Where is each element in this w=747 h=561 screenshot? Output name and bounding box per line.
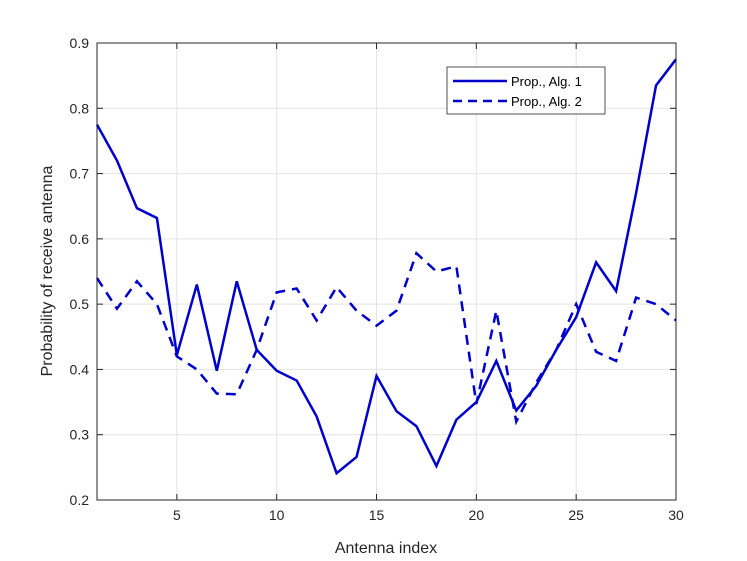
y-tick-label: 0.9 [70,35,90,51]
x-tick-label: 30 [668,507,684,523]
x-axis-label: Antenna index [335,540,437,557]
y-tick-label: 0.4 [70,361,90,377]
x-tick-label: 20 [469,507,485,523]
series-lines [95,58,677,476]
series-line-alg2 [95,251,677,426]
y-tick-label: 0.5 [70,296,90,312]
x-tick-label: 5 [173,507,181,523]
legend-label-alg2: Prop., Alg. 2 [511,94,582,109]
y-axis-label: Probability of receive antenna [39,166,56,377]
y-tick-label: 0.6 [70,231,90,247]
legend: Prop., Alg. 1 Prop., Alg. 2 [446,66,606,115]
plot-frame [96,42,677,501]
x-tick-label: 10 [269,507,285,523]
y-tick-label: 0.8 [70,100,90,116]
x-tick-label: 15 [369,507,385,523]
y-tick-label: 0.7 [70,166,90,182]
series-line-alg1 [95,58,677,476]
ticks: 5 10 15 20 25 30 0.2 0.3 0.4 0.5 0.6 0.7 0.8 0.9 [70,35,684,523]
legend-box [446,66,606,115]
y-tick-label: 0.3 [70,427,90,443]
x-tick-label: 25 [568,507,584,523]
y-tick-label: 0.2 [70,492,90,508]
legend-label-alg1: Prop., Alg. 1 [511,74,582,89]
